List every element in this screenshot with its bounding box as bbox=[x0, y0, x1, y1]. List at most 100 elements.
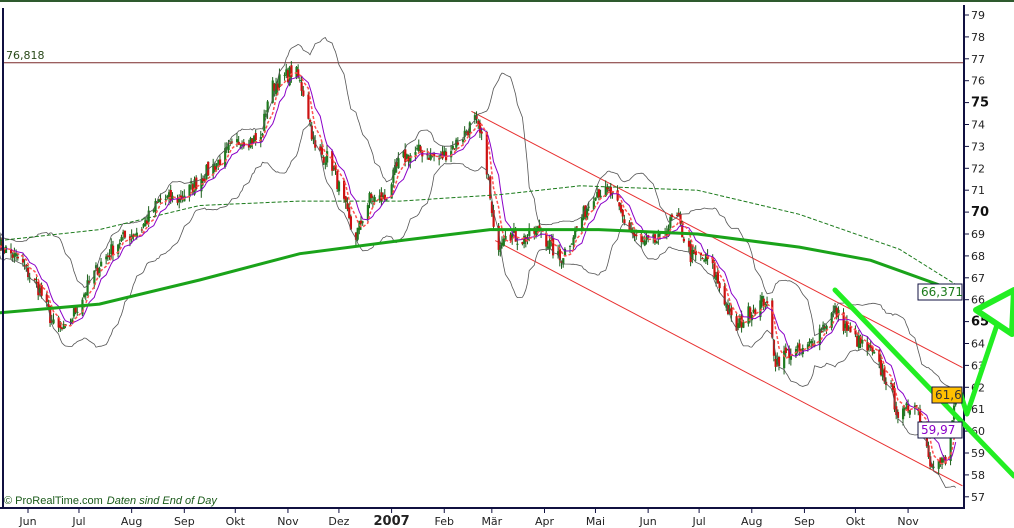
candle-down bbox=[334, 164, 337, 171]
candle-up bbox=[652, 234, 655, 238]
candle-up bbox=[728, 308, 731, 312]
candle-down bbox=[609, 186, 612, 196]
candle-up bbox=[298, 80, 302, 82]
candle-up bbox=[604, 186, 607, 197]
candle-down bbox=[631, 231, 635, 235]
hand-drawn-annotations bbox=[832, 287, 1014, 479]
candle-down bbox=[297, 69, 300, 78]
candle-down bbox=[558, 248, 561, 261]
candle-up bbox=[15, 253, 18, 256]
candle-down bbox=[407, 156, 410, 162]
candle-up bbox=[271, 80, 274, 103]
candle-up bbox=[324, 162, 327, 165]
candle-up bbox=[548, 240, 551, 250]
candle-up bbox=[932, 466, 935, 468]
candle-down bbox=[642, 240, 645, 243]
candle-down bbox=[676, 215, 679, 217]
candle-up bbox=[557, 251, 560, 256]
trendline-annotation bbox=[832, 287, 1014, 479]
candle-up bbox=[227, 145, 230, 151]
candle-down bbox=[619, 204, 623, 212]
x-tick-label: Nov bbox=[277, 515, 299, 528]
candle-up bbox=[813, 344, 816, 346]
candle-up bbox=[643, 240, 646, 246]
candle-up bbox=[455, 139, 458, 148]
candle-up bbox=[266, 101, 269, 113]
candle-down bbox=[45, 294, 48, 302]
candle-down bbox=[670, 214, 674, 217]
y-tick-label: 76 bbox=[971, 75, 985, 88]
candle-up bbox=[168, 192, 171, 200]
ma-long-value: 66,371 bbox=[921, 285, 963, 299]
candle-up bbox=[786, 349, 789, 351]
candle-up bbox=[808, 341, 811, 344]
candle-down bbox=[179, 195, 183, 200]
candle-down bbox=[485, 131, 488, 175]
y-tick-label: 69 bbox=[971, 228, 985, 241]
candle-up bbox=[217, 159, 220, 164]
candle-down bbox=[360, 220, 363, 224]
candle-up bbox=[536, 226, 539, 229]
x-tick-label: 2007 bbox=[373, 514, 409, 528]
candle-up bbox=[429, 153, 432, 160]
candle-up bbox=[225, 147, 228, 149]
candle-down bbox=[869, 345, 872, 348]
candle-down bbox=[218, 159, 222, 166]
candle-up bbox=[570, 243, 573, 245]
candle-up bbox=[193, 179, 196, 195]
candle-down bbox=[201, 178, 205, 182]
candle-up bbox=[715, 274, 718, 280]
candle-up bbox=[759, 300, 762, 318]
candle-down bbox=[918, 408, 922, 425]
x-tick-label: Apr bbox=[535, 515, 555, 528]
candle-down bbox=[10, 249, 13, 254]
candle-up bbox=[742, 322, 745, 328]
candle-down bbox=[687, 240, 691, 247]
candle-up bbox=[546, 246, 550, 249]
candle-down bbox=[195, 177, 198, 190]
candle-up bbox=[523, 235, 526, 244]
candle-up bbox=[100, 261, 103, 267]
candle-up bbox=[122, 232, 125, 235]
y-tick-label: 70 bbox=[971, 205, 989, 220]
y-tick-label: 57 bbox=[971, 491, 985, 504]
candle-down bbox=[701, 258, 704, 260]
candle-up bbox=[84, 293, 87, 296]
candle-down bbox=[427, 157, 431, 160]
candle-up bbox=[868, 345, 871, 348]
ma-long-value-box bbox=[917, 283, 963, 301]
y-tick-label: 68 bbox=[971, 250, 985, 263]
candle-down bbox=[718, 282, 721, 289]
x-tick-label: Sep bbox=[174, 515, 195, 528]
candle-down bbox=[842, 312, 845, 331]
candle-down bbox=[343, 180, 346, 199]
candle-up bbox=[905, 403, 908, 406]
ma-mid-line bbox=[0, 185, 956, 285]
y-tick-label: 74 bbox=[971, 119, 985, 132]
candle-up bbox=[188, 184, 191, 198]
candle-up bbox=[691, 249, 694, 259]
candle-up bbox=[834, 305, 837, 313]
candle-up bbox=[392, 169, 395, 183]
resistance-level-label: 76,818 bbox=[6, 49, 45, 62]
candle-up bbox=[847, 327, 850, 329]
candle-down bbox=[492, 210, 495, 227]
x-tick-label: Mär bbox=[481, 515, 502, 528]
candle-down bbox=[123, 230, 127, 238]
candle-up bbox=[535, 228, 538, 237]
candle-down bbox=[23, 265, 26, 267]
candle-up bbox=[582, 206, 585, 220]
candle-down bbox=[608, 189, 611, 191]
candle-up bbox=[461, 139, 465, 142]
candle-up bbox=[13, 252, 16, 257]
ma-short-value-box bbox=[917, 421, 963, 439]
candle-up bbox=[93, 270, 96, 284]
candle-up bbox=[439, 153, 443, 157]
copyright[interactable]: © ProRealTime.com bbox=[4, 495, 103, 507]
candle-up bbox=[585, 208, 589, 220]
candle-up bbox=[592, 201, 595, 210]
candles bbox=[0, 61, 957, 475]
candle-up bbox=[528, 228, 531, 236]
candle-up bbox=[261, 133, 264, 136]
candle-down bbox=[777, 356, 781, 367]
